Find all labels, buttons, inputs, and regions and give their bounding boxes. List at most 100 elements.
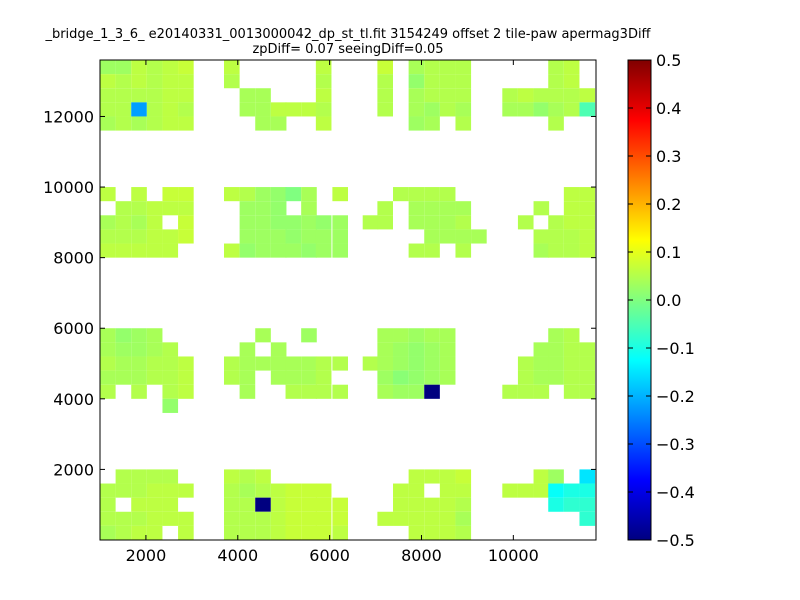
heatmap-cell: [131, 497, 147, 512]
heatmap-cell: [408, 74, 425, 89]
heatmap-cell: [579, 370, 596, 385]
heatmap-cell: [439, 356, 456, 371]
heatmap-cell: [131, 187, 147, 202]
heatmap-cell: [517, 215, 534, 230]
heatmap-cell: [579, 511, 596, 526]
heatmap-cell: [315, 497, 332, 512]
heatmap-cell: [239, 497, 256, 512]
heatmap-cell: [285, 497, 302, 512]
heatmap-cell: [579, 243, 596, 258]
heatmap-cell: [115, 370, 132, 385]
heatmap-cell: [239, 356, 256, 371]
heatmap-cell: [162, 60, 179, 75]
colorbar-tick-label: −0.3: [656, 435, 695, 454]
y-tick-label: 6000: [53, 319, 94, 338]
heatmap-cell: [224, 525, 240, 540]
heatmap-cell: [131, 356, 147, 371]
heatmap-cell: [455, 243, 472, 258]
heatmap-cell: [439, 229, 456, 244]
colorbar-tick-label: −0.2: [656, 387, 695, 406]
heatmap-cell: [224, 60, 240, 75]
heatmap-cell: [131, 384, 147, 399]
heatmap-cell: [533, 201, 550, 216]
heatmap-cell: [301, 483, 317, 498]
heatmap-cell: [439, 328, 456, 343]
heatmap-cell: [424, 187, 440, 202]
heatmap-cell: [270, 483, 287, 498]
heatmap-cell: [115, 102, 132, 117]
heatmap-cell: [115, 60, 132, 75]
x-tick-label: 4000: [217, 546, 258, 565]
heatmap-cell: [131, 511, 147, 526]
heatmap-cell: [270, 116, 287, 131]
heatmap-cell: [563, 342, 580, 357]
heatmap-cell: [301, 243, 317, 258]
heatmap-cell: [377, 201, 393, 216]
x-tick-label: 2000: [126, 546, 167, 565]
heatmap-cell: [533, 356, 550, 371]
heatmap-cell: [563, 88, 580, 103]
heatmap-cell: [131, 102, 147, 117]
heatmap-cell: [563, 497, 580, 512]
heatmap-cell: [239, 483, 256, 498]
heatmap-cell: [563, 384, 580, 399]
heatmap-cell: [533, 102, 550, 117]
heatmap-cell: [115, 342, 132, 357]
heatmap-cell: [455, 511, 472, 526]
heatmap-cell: [332, 525, 348, 540]
x-tick-label: 8000: [401, 546, 442, 565]
heatmap-cell: [439, 525, 456, 540]
heatmap-cell: [115, 116, 132, 131]
heatmap-cell: [255, 328, 271, 343]
heatmap-cell: [377, 74, 393, 89]
heatmap-cell: [377, 511, 393, 526]
heatmap-cell: [100, 384, 116, 399]
heatmap-cell: [301, 511, 317, 526]
heatmap-cell: [100, 229, 116, 244]
heatmap-cell: [301, 370, 317, 385]
heatmap-cell: [162, 229, 179, 244]
heatmap-cell: [393, 328, 409, 343]
heatmap-cell: [100, 88, 116, 103]
heatmap-cell: [285, 511, 302, 526]
heatmap-cell: [255, 497, 271, 512]
heatmap-cell: [146, 483, 163, 498]
heatmap-cell: [131, 370, 147, 385]
heatmap-cell: [563, 229, 580, 244]
heatmap-cell: [332, 229, 348, 244]
heatmap-cell: [255, 88, 271, 103]
heatmap-cell: [224, 74, 240, 89]
heatmap-cell: [424, 243, 440, 258]
heatmap-cell: [270, 243, 287, 258]
heatmap-cell: [131, 60, 147, 75]
heatmap-cell: [285, 370, 302, 385]
heatmap-cell: [131, 201, 147, 216]
heatmap-cell: [146, 497, 163, 512]
heatmap-cell: [301, 384, 317, 399]
heatmap-cell: [424, 88, 440, 103]
heatmap-cell: [115, 483, 132, 498]
heatmap-cell: [301, 102, 317, 117]
heatmap-cell: [424, 116, 440, 131]
heatmap-cell: [563, 356, 580, 371]
heatmap-cell: [548, 102, 564, 117]
heatmap-cell: [533, 469, 550, 484]
heatmap-cell: [377, 102, 393, 117]
heatmap-cell: [239, 229, 256, 244]
heatmap-cell: [424, 356, 440, 371]
heatmap-cell: [424, 525, 440, 540]
heatmap-cell: [239, 370, 256, 385]
heatmap-cell: [131, 469, 147, 484]
heatmap-cell: [579, 102, 596, 117]
heatmap-cell: [471, 229, 487, 244]
heatmap-cell: [178, 88, 194, 103]
heatmap-cell: [146, 511, 163, 526]
heatmap-cell: [239, 201, 256, 216]
heatmap-cell: [100, 116, 116, 131]
heatmap-cell: [100, 497, 116, 512]
heatmap-cell: [301, 187, 317, 202]
heatmap-cell: [285, 525, 302, 540]
heatmap-cell: [178, 370, 194, 385]
heatmap-cell: [178, 187, 194, 202]
heatmap-cell: [239, 469, 256, 484]
